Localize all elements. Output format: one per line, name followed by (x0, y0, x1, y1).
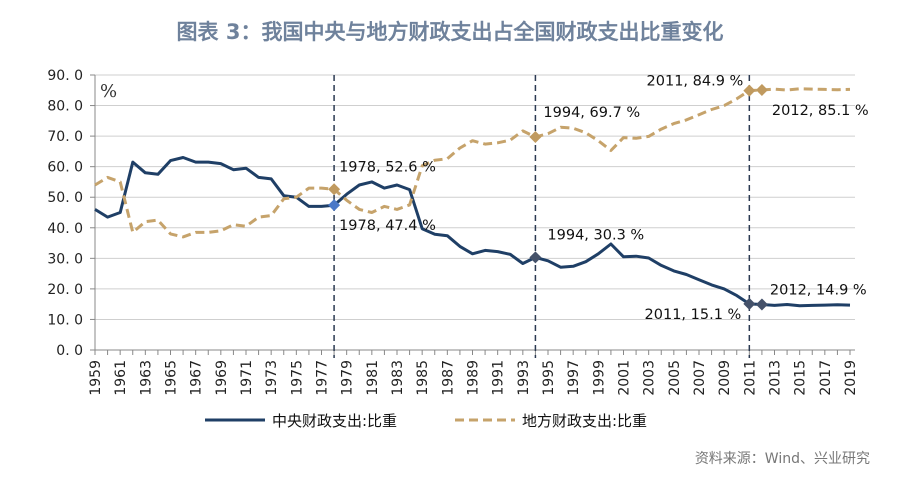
x-tick-label: 1971 (239, 360, 255, 396)
data-label: 2012, 14.9 % (770, 282, 867, 298)
x-tick-label: 1959 (88, 360, 104, 396)
unit-label: % (100, 81, 117, 102)
x-tick-label: 1995 (541, 360, 557, 396)
data-point-marker (328, 183, 341, 196)
y-tick-label: 0. 0 (56, 343, 83, 359)
x-tick-label: 1991 (491, 360, 507, 396)
x-tick-label: 2011 (742, 360, 758, 396)
x-tick-label: 2009 (717, 360, 733, 396)
x-tick-label: 1975 (289, 360, 305, 396)
x-tick-label: 1987 (440, 360, 456, 396)
data-label: 2011, 15.1 % (645, 307, 742, 323)
x-tick-label: 1997 (566, 360, 582, 396)
x-tick-label: 1973 (264, 360, 280, 396)
series-line-central (94, 156, 851, 308)
y-tick-label: 10. 0 (47, 312, 83, 328)
y-tick-label: 70. 0 (47, 129, 83, 145)
x-tick-label: 1981 (365, 360, 381, 396)
data-point-marker (755, 83, 768, 96)
data-label: 1994, 30.3 % (547, 227, 644, 243)
y-tick-label: 60. 0 (47, 160, 83, 176)
y-tick-label: 40. 0 (47, 221, 83, 237)
chart-title: 图表 3：我国中央与地方财政支出占全国财政支出比重变化 (176, 20, 724, 44)
legend-label-central: 中央财政支出:比重 (272, 412, 397, 430)
data-point-marker (755, 298, 768, 311)
x-tick-label: 1967 (189, 360, 205, 396)
data-label: 2011, 84.9 % (647, 74, 744, 90)
data-label: 2012, 85.1 % (772, 103, 869, 119)
x-tick-label: 1999 (591, 360, 607, 396)
x-tick-label: 1977 (315, 360, 331, 396)
x-tick-label: 1985 (415, 360, 431, 396)
data-point-marker (743, 297, 756, 310)
x-tick-label: 2015 (793, 360, 809, 396)
x-tick-label: 1961 (113, 360, 129, 396)
data-label: 1978, 47.4 % (339, 218, 436, 234)
x-tick-label: 1993 (516, 360, 532, 396)
x-tick-label: 2013 (768, 360, 784, 396)
y-tick-label: 80. 0 (47, 99, 83, 115)
data-point-marker (328, 199, 341, 212)
y-tick-label: 20. 0 (47, 282, 83, 298)
x-tick-label: 1969 (214, 360, 230, 396)
y-tick-label: 50. 0 (47, 190, 83, 206)
x-tick-label: 2003 (642, 360, 658, 396)
data-point-marker (529, 251, 542, 264)
data-label: 1978, 52.6 % (339, 159, 436, 175)
x-tick-label: 2005 (667, 360, 683, 396)
data-label: 1994, 69.7 % (543, 105, 640, 121)
x-tick-label: 2017 (818, 360, 834, 396)
x-tick-label: 2001 (617, 360, 633, 396)
x-tick-label: 1989 (466, 360, 482, 396)
x-tick-label: 1979 (340, 360, 356, 396)
data-point-marker (529, 131, 542, 144)
x-tick-label: 2019 (843, 360, 859, 396)
x-tick-label: 2007 (692, 360, 708, 396)
x-tick-label: 1983 (390, 360, 406, 396)
y-tick-label: 30. 0 (47, 251, 83, 267)
series-line-local (94, 87, 851, 239)
x-tick-label: 1963 (138, 360, 154, 396)
legend-label-local: 地方财政支出:比重 (522, 412, 647, 430)
source-note: 资料来源：Wind、兴业研究 (694, 451, 870, 467)
data-point-marker (743, 84, 756, 97)
x-tick-label: 1965 (164, 360, 180, 396)
y-tick-label: 90. 0 (47, 68, 83, 84)
